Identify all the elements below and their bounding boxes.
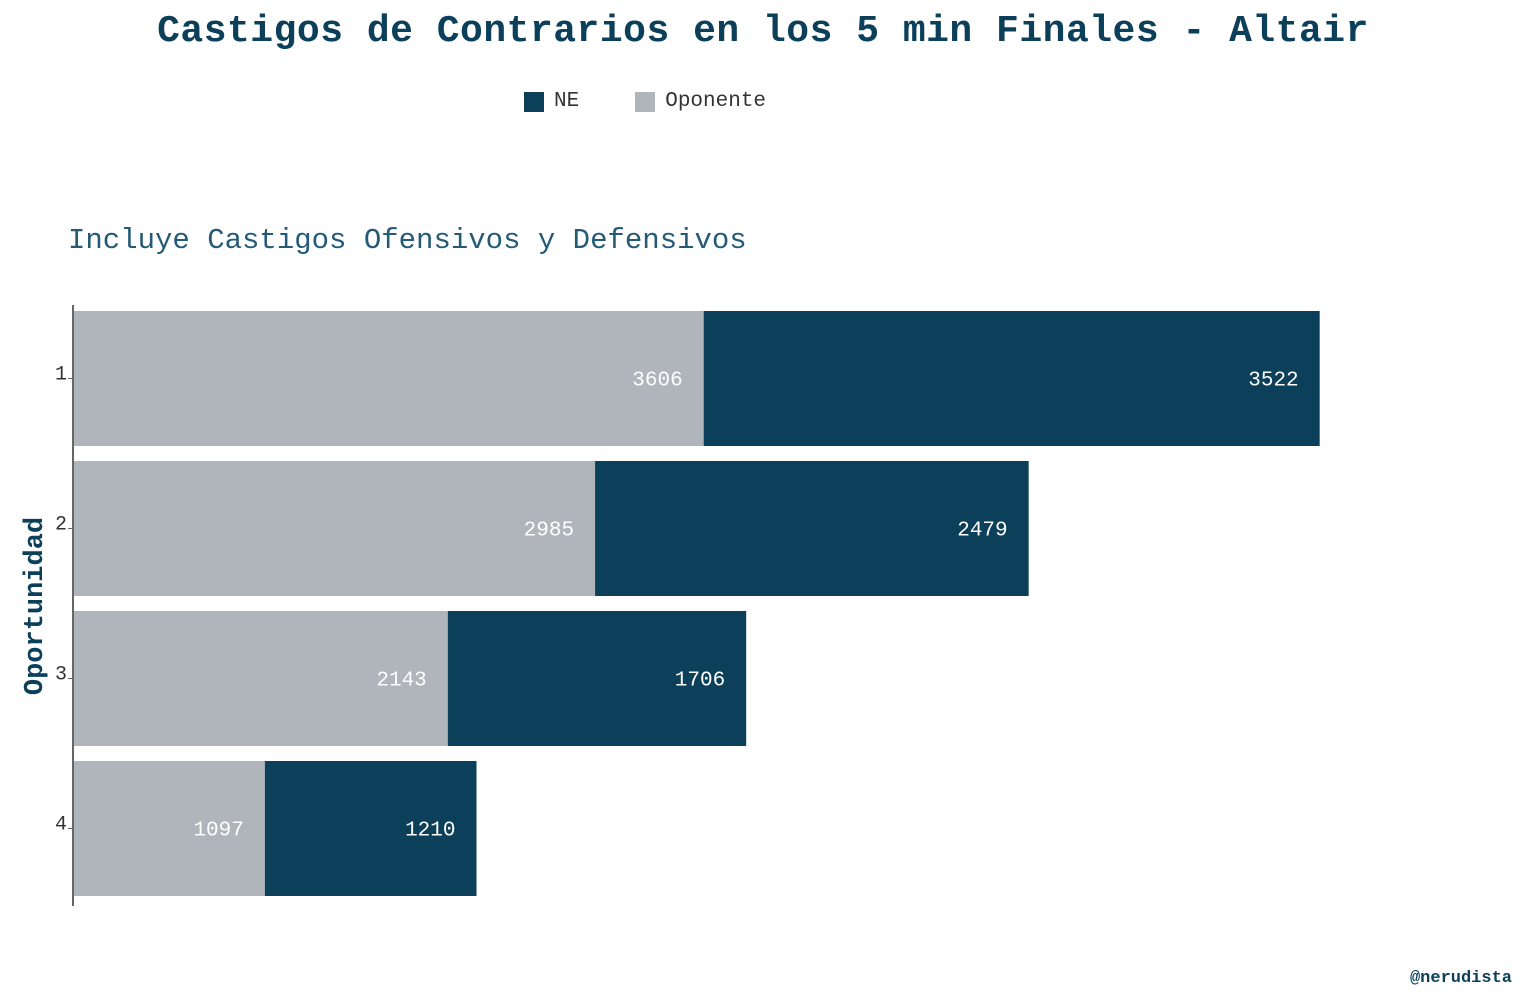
value-label-oponente-1: 3606 xyxy=(632,370,682,393)
legend-label-oponente: Oponente xyxy=(665,90,767,113)
y-tick-label-4: 4 xyxy=(55,814,67,837)
value-label-oponente-2: 2985 xyxy=(524,520,574,543)
value-label-ne-3: 1706 xyxy=(675,670,725,693)
chart-subtitle: Incluye Castigos Ofensivos y Defensivos xyxy=(68,224,747,257)
bar-oponente-2 xyxy=(73,461,596,596)
legend-item-oponente: Oponente xyxy=(635,90,766,113)
bars-layer: 3606 3522 2985 2479 2143 1706 1097 1210 xyxy=(73,311,1320,896)
value-label-oponente-3: 2143 xyxy=(376,670,426,693)
y-tick-label-3: 3 xyxy=(55,664,67,687)
legend: NE Oponente xyxy=(524,90,822,113)
value-label-ne-1: 3522 xyxy=(1248,370,1298,393)
value-label-oponente-4: 1097 xyxy=(193,820,243,843)
bar-ne-2 xyxy=(595,461,1029,596)
bar-ne-4 xyxy=(264,761,477,896)
legend-item-ne: NE xyxy=(524,90,579,113)
y-axis: 1 2 3 4 xyxy=(55,305,74,906)
value-label-ne-4: 1210 xyxy=(405,820,455,843)
y-tick-label-2: 2 xyxy=(55,514,67,537)
y-axis-title: Oportunidad xyxy=(21,517,51,695)
bar-ne-1 xyxy=(703,311,1320,446)
y-tick-label-1: 1 xyxy=(55,364,67,387)
legend-label-ne: NE xyxy=(554,90,580,113)
legend-swatch-ne xyxy=(524,91,544,112)
bar-oponente-1 xyxy=(73,311,704,446)
watermark: @nerudista xyxy=(1409,969,1512,988)
legend-swatch-oponente xyxy=(635,91,656,112)
chart-title: Castigos de Contrarios en los 5 min Fina… xyxy=(157,10,1369,53)
value-label-ne-2: 2479 xyxy=(957,520,1007,543)
bar-ne-3 xyxy=(447,611,747,746)
bar-oponente-3 xyxy=(73,611,448,746)
bar-oponente-4 xyxy=(73,761,265,896)
